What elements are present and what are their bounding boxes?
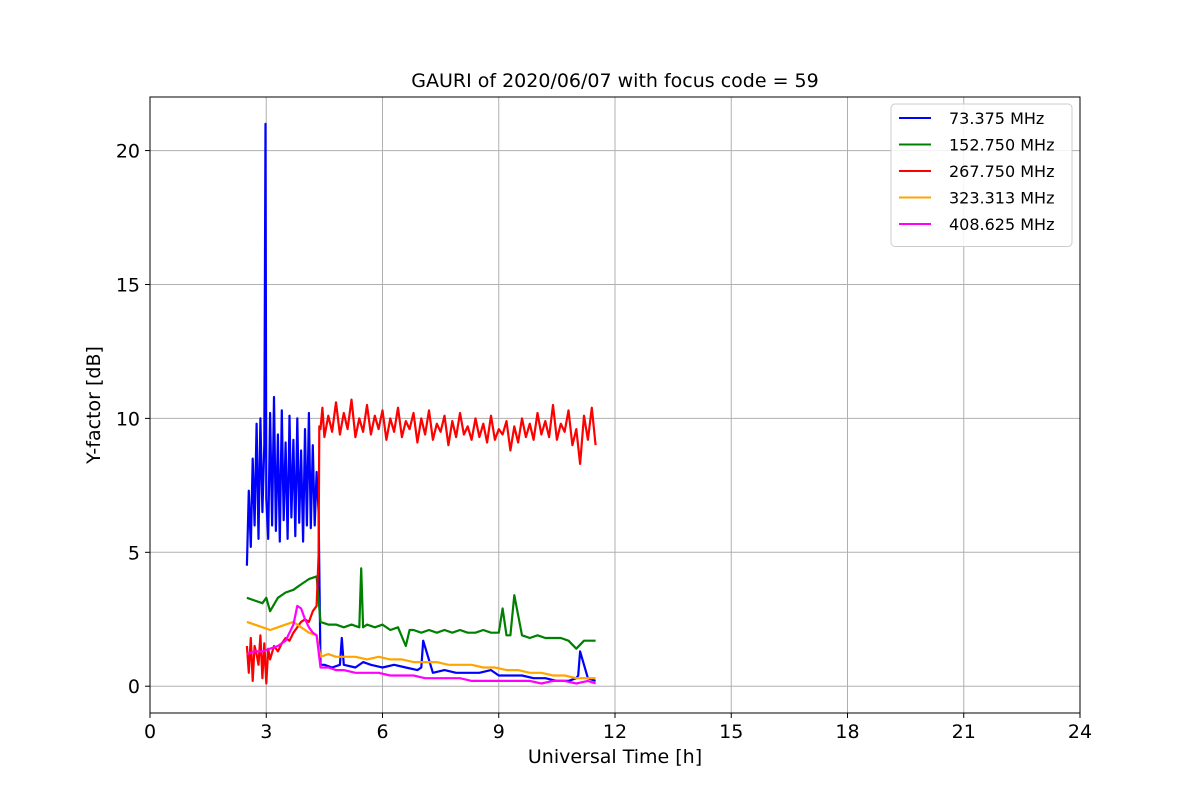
legend-label-0: 73.375 MHz bbox=[949, 109, 1044, 128]
y-axis-ticks: 0 5 10 15 20 bbox=[116, 141, 150, 698]
plot-series bbox=[245, 122, 597, 685]
y-tick-label: 15 bbox=[116, 274, 140, 296]
y-tick-label: 0 bbox=[128, 676, 140, 698]
x-tick-label: 21 bbox=[952, 721, 976, 743]
legend-label-4: 408.625 MHz bbox=[949, 215, 1054, 234]
y-axis-label: Y-factor [dB] bbox=[83, 346, 105, 465]
series-line-1 bbox=[246, 567, 596, 650]
x-tick-label: 12 bbox=[603, 721, 627, 743]
x-tick-label: 9 bbox=[493, 721, 505, 743]
y-tick-label: 20 bbox=[116, 141, 140, 163]
series-line-0 bbox=[245, 122, 596, 683]
series-line-3 bbox=[246, 620, 596, 680]
series-line-2 bbox=[245, 398, 597, 685]
legend: 73.375 MHz 152.750 MHz 267.750 MHz 323.313 … bbox=[890, 103, 1073, 247]
series-line-4 bbox=[246, 604, 596, 685]
legend-label-2: 267.750 MHz bbox=[949, 162, 1054, 181]
x-tick-label: 15 bbox=[719, 721, 743, 743]
x-axis-ticks: 0 3 6 9 12 15 18 21 24 bbox=[144, 713, 1092, 743]
x-axis-label: Universal Time [h] bbox=[528, 746, 702, 768]
chart-title: GAURI of 2020/06/07 with focus code = 59 bbox=[411, 70, 818, 92]
x-tick-label: 3 bbox=[260, 721, 272, 743]
x-tick-label: 0 bbox=[144, 721, 156, 743]
legend-label-3: 323.313 MHz bbox=[949, 189, 1054, 208]
x-tick-label: 24 bbox=[1068, 721, 1092, 743]
x-tick-label: 6 bbox=[376, 721, 388, 743]
legend-label-1: 152.750 MHz bbox=[949, 136, 1054, 155]
x-tick-label: 18 bbox=[835, 721, 859, 743]
legend-box bbox=[890, 103, 1073, 247]
y-tick-label: 10 bbox=[116, 408, 140, 430]
y-tick-label: 5 bbox=[128, 542, 140, 564]
